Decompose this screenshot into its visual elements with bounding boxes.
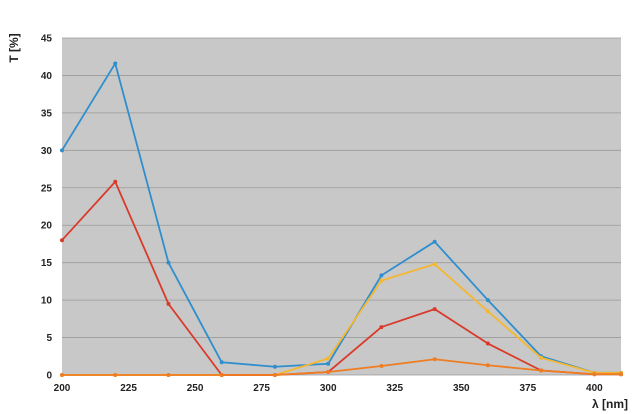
series	[60, 357, 623, 377]
data-point	[219, 373, 224, 377]
x-tick-label: 325	[386, 383, 403, 394]
x-tick-label: 275	[253, 383, 270, 394]
data-point	[485, 309, 490, 314]
y-tick-label: 10	[41, 296, 53, 307]
data-point	[60, 373, 64, 377]
data-point	[432, 307, 437, 312]
y-tick-label: 5	[46, 333, 52, 344]
data-point	[272, 373, 277, 377]
y-tick-label: 35	[41, 108, 53, 119]
grid	[62, 37, 621, 376]
y-tick-label: 40	[41, 71, 53, 82]
y-tick-label: 25	[41, 183, 53, 194]
data-point	[326, 361, 331, 366]
y-tick-label: 20	[41, 221, 53, 232]
data-point	[379, 364, 384, 369]
x-ticks: 200 225 250 275 300 325 350 375 400	[54, 383, 604, 394]
data-point	[379, 278, 384, 283]
data-point	[166, 373, 171, 377]
y-tick-label: 45	[41, 34, 53, 45]
x-tick-label: 375	[519, 383, 536, 394]
data-point	[326, 356, 331, 361]
y-ticks: 0 5 10 15 20 25 30 35 40 45	[41, 34, 53, 382]
data-point	[166, 301, 171, 306]
x-axis-label: λ [nm]	[592, 397, 628, 411]
data-point	[619, 372, 623, 377]
data-point	[485, 341, 490, 346]
series-layer	[60, 61, 623, 377]
data-point	[219, 360, 224, 365]
plot-area	[62, 38, 621, 375]
y-tick-label: 0	[46, 371, 52, 382]
x-tick-label: 200	[54, 383, 71, 394]
data-point	[60, 238, 64, 243]
data-point	[485, 298, 490, 303]
x-tick-label: 300	[320, 383, 337, 394]
data-point	[166, 260, 171, 265]
data-point	[539, 355, 544, 360]
data-point	[60, 148, 64, 153]
data-point	[432, 357, 437, 362]
data-point	[592, 372, 597, 377]
data-point	[432, 262, 437, 267]
data-point	[113, 373, 118, 377]
x-tick-label: 250	[187, 383, 204, 394]
y-tick-label: 30	[41, 146, 53, 157]
series-line	[62, 358, 621, 376]
x-tick-label: 225	[120, 383, 137, 394]
data-point	[379, 273, 384, 278]
data-point	[113, 61, 118, 66]
data-point	[432, 239, 437, 244]
data-point	[326, 370, 331, 375]
data-point	[539, 368, 544, 373]
y-tick-label: 15	[41, 258, 53, 269]
x-tick-label: 400	[586, 383, 603, 394]
x-tick-label: 350	[453, 383, 470, 394]
data-point	[272, 364, 277, 369]
data-point	[379, 325, 384, 330]
data-point	[485, 363, 490, 368]
y-axis-label: T [%]	[7, 33, 21, 62]
data-point	[113, 179, 118, 184]
